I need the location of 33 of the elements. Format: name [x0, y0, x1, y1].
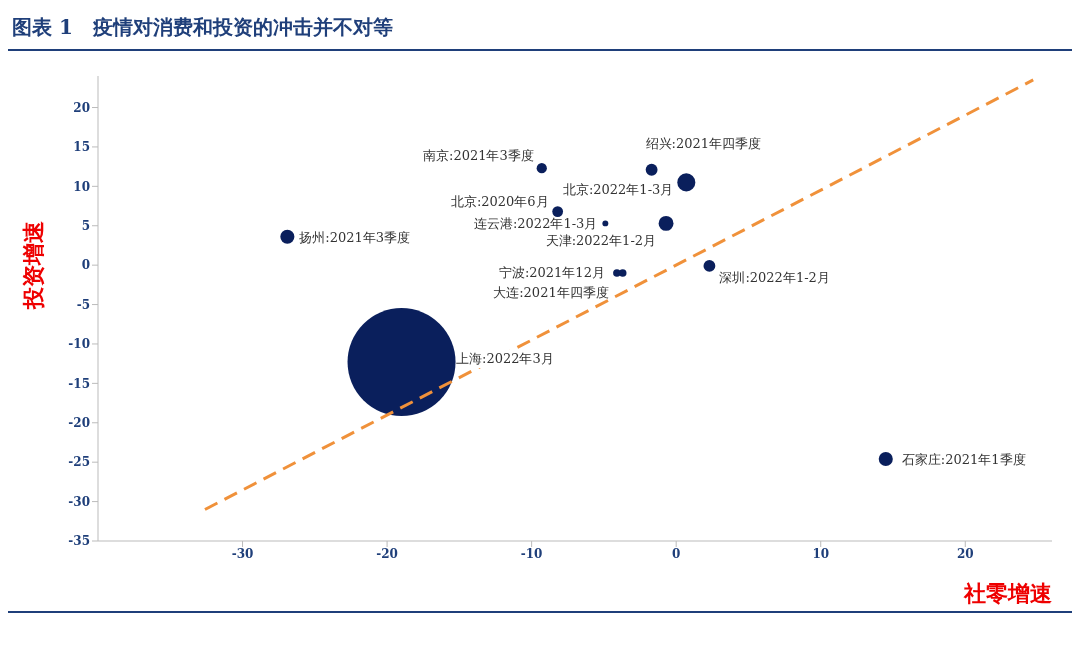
- y-tick-label: 20: [73, 100, 90, 115]
- annotation: 绍兴:2021年四季度: [645, 135, 762, 151]
- x-tick-label: -10: [520, 546, 543, 561]
- annotation: 扬州:2021年3季度: [299, 229, 411, 245]
- y-tick-label: -20: [68, 416, 90, 431]
- annotation: 深圳:2022年1-2月: [719, 269, 830, 285]
- x-tick-label: 10: [812, 546, 830, 561]
- annotation: 南京:2021年3季度: [423, 148, 534, 164]
- y-tick-label: -30: [68, 494, 90, 509]
- y-tick-label: -10: [68, 337, 90, 352]
- y-axis-title: 投资增速: [19, 220, 46, 310]
- annotation: 天津:2022年1-2月: [545, 233, 657, 249]
- y-tick-label: -15: [68, 376, 90, 391]
- y-tick-label: -25: [68, 455, 90, 470]
- y-tick-label: 15: [73, 140, 90, 155]
- y-tick-label: 10: [73, 179, 90, 194]
- y-tick-label: -35: [68, 534, 90, 549]
- annotation: 连云港:2022年1-3月: [473, 216, 598, 232]
- chart-title: 图表 1 疫情对消费和投资的冲击并不对等: [8, 8, 1072, 51]
- annotation: 北京:2022年1-3月: [562, 182, 674, 198]
- annotation: 宁波:2021年12月: [498, 265, 605, 281]
- annotation: 大连:2021年四季度: [493, 285, 609, 301]
- annotation: 北京:2020年6月: [450, 193, 549, 209]
- annotation: 上海:2022年3月: [456, 350, 554, 368]
- x-axis-title: 社零增速: [963, 580, 1052, 606]
- y-tick-label: -5: [76, 297, 90, 312]
- x-tick-label: 0: [672, 546, 681, 561]
- y-tick-label: 0: [81, 258, 90, 273]
- x-tick-label: 20: [956, 546, 974, 561]
- annotation: 石家庄:2021年1季度: [901, 452, 1026, 468]
- y-tick-label: 5: [81, 219, 90, 234]
- x-tick-label: -30: [231, 546, 254, 561]
- x-tick-label: -20: [376, 546, 398, 561]
